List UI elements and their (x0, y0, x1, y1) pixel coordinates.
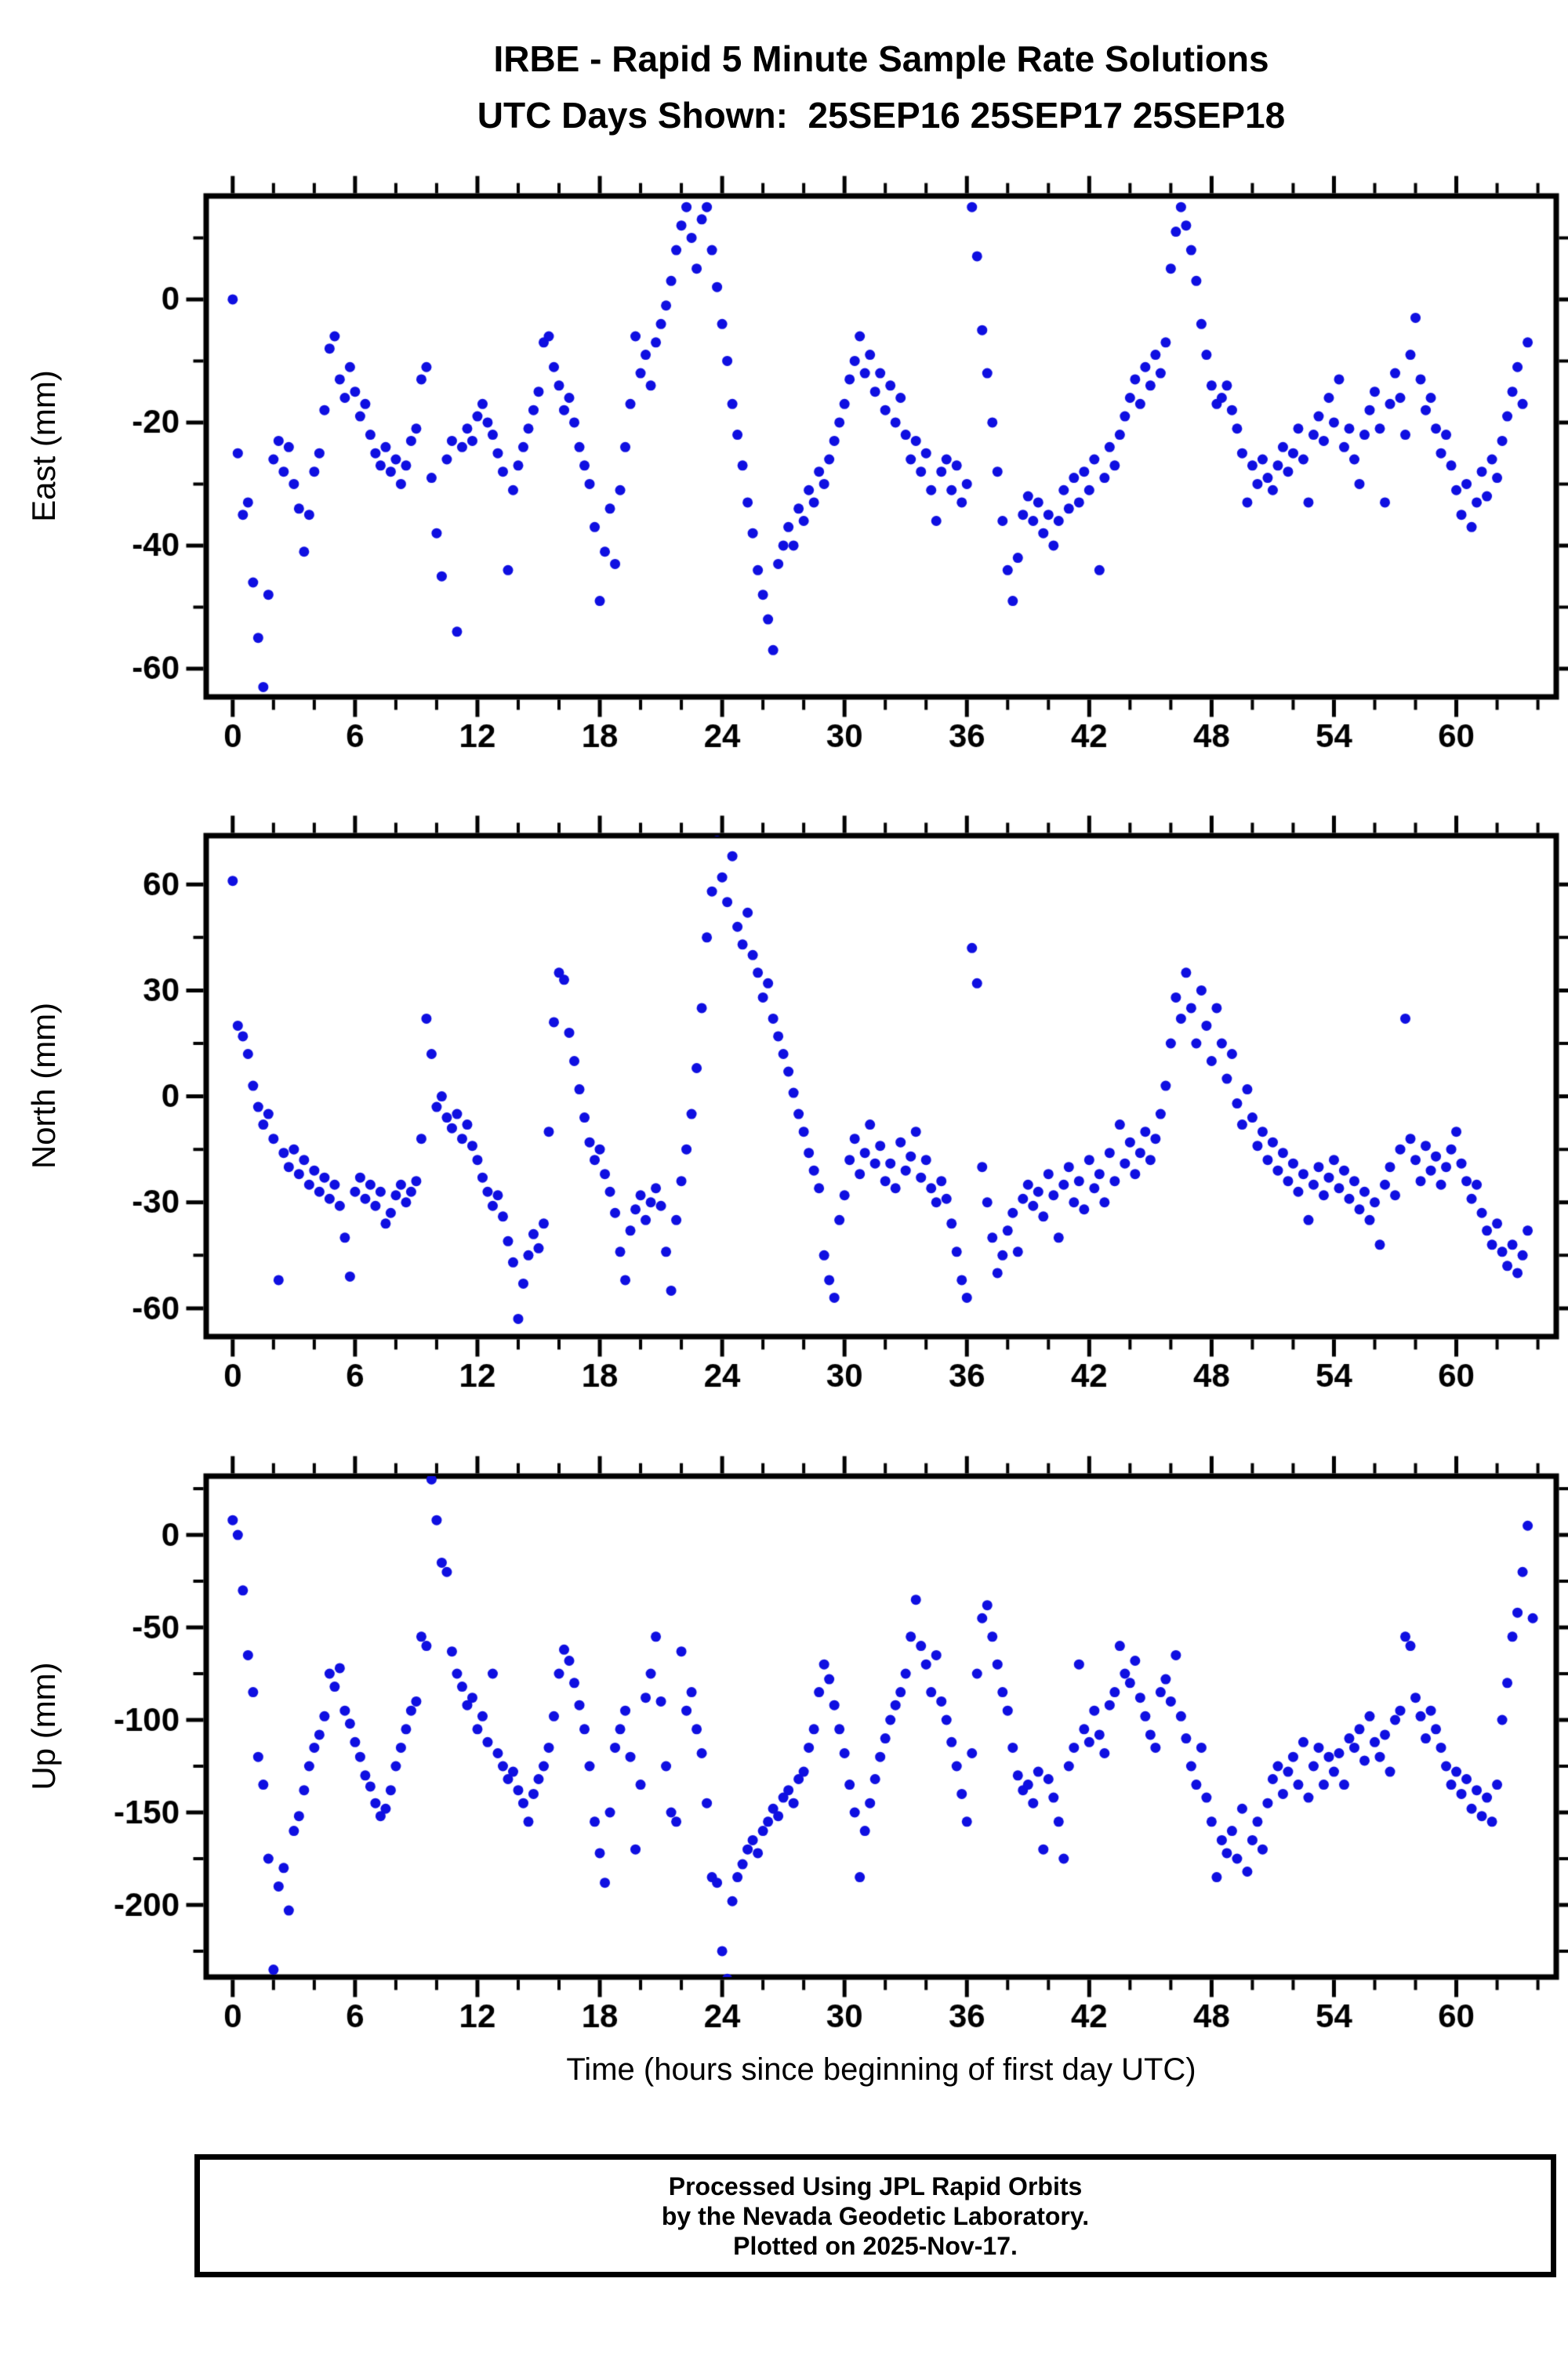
east-axis-title: East (mm) (25, 370, 62, 522)
page-title: IRBE - Rapid 5 Minute Sample Rate Soluti… (493, 38, 1269, 79)
time-axis-title: Time (hours since beginning of first day… (566, 2052, 1196, 2087)
footer-line-2: by the Nevada Geodetic Laboratory. (661, 2201, 1090, 2230)
processing-note-box: Processed Using JPL Rapid Orbits by the … (194, 2154, 1556, 2277)
page-subtitle: UTC Days Shown: 25SEP16 25SEP17 25SEP18 (477, 95, 1286, 136)
footer-line-1: Processed Using JPL Rapid Orbits (668, 2171, 1083, 2200)
north-axis-title: North (mm) (25, 1002, 62, 1170)
footer-line-3: Plotted on 2025-Nov-17. (733, 2231, 1018, 2260)
up-axis-title: Up (mm) (25, 1662, 62, 1790)
